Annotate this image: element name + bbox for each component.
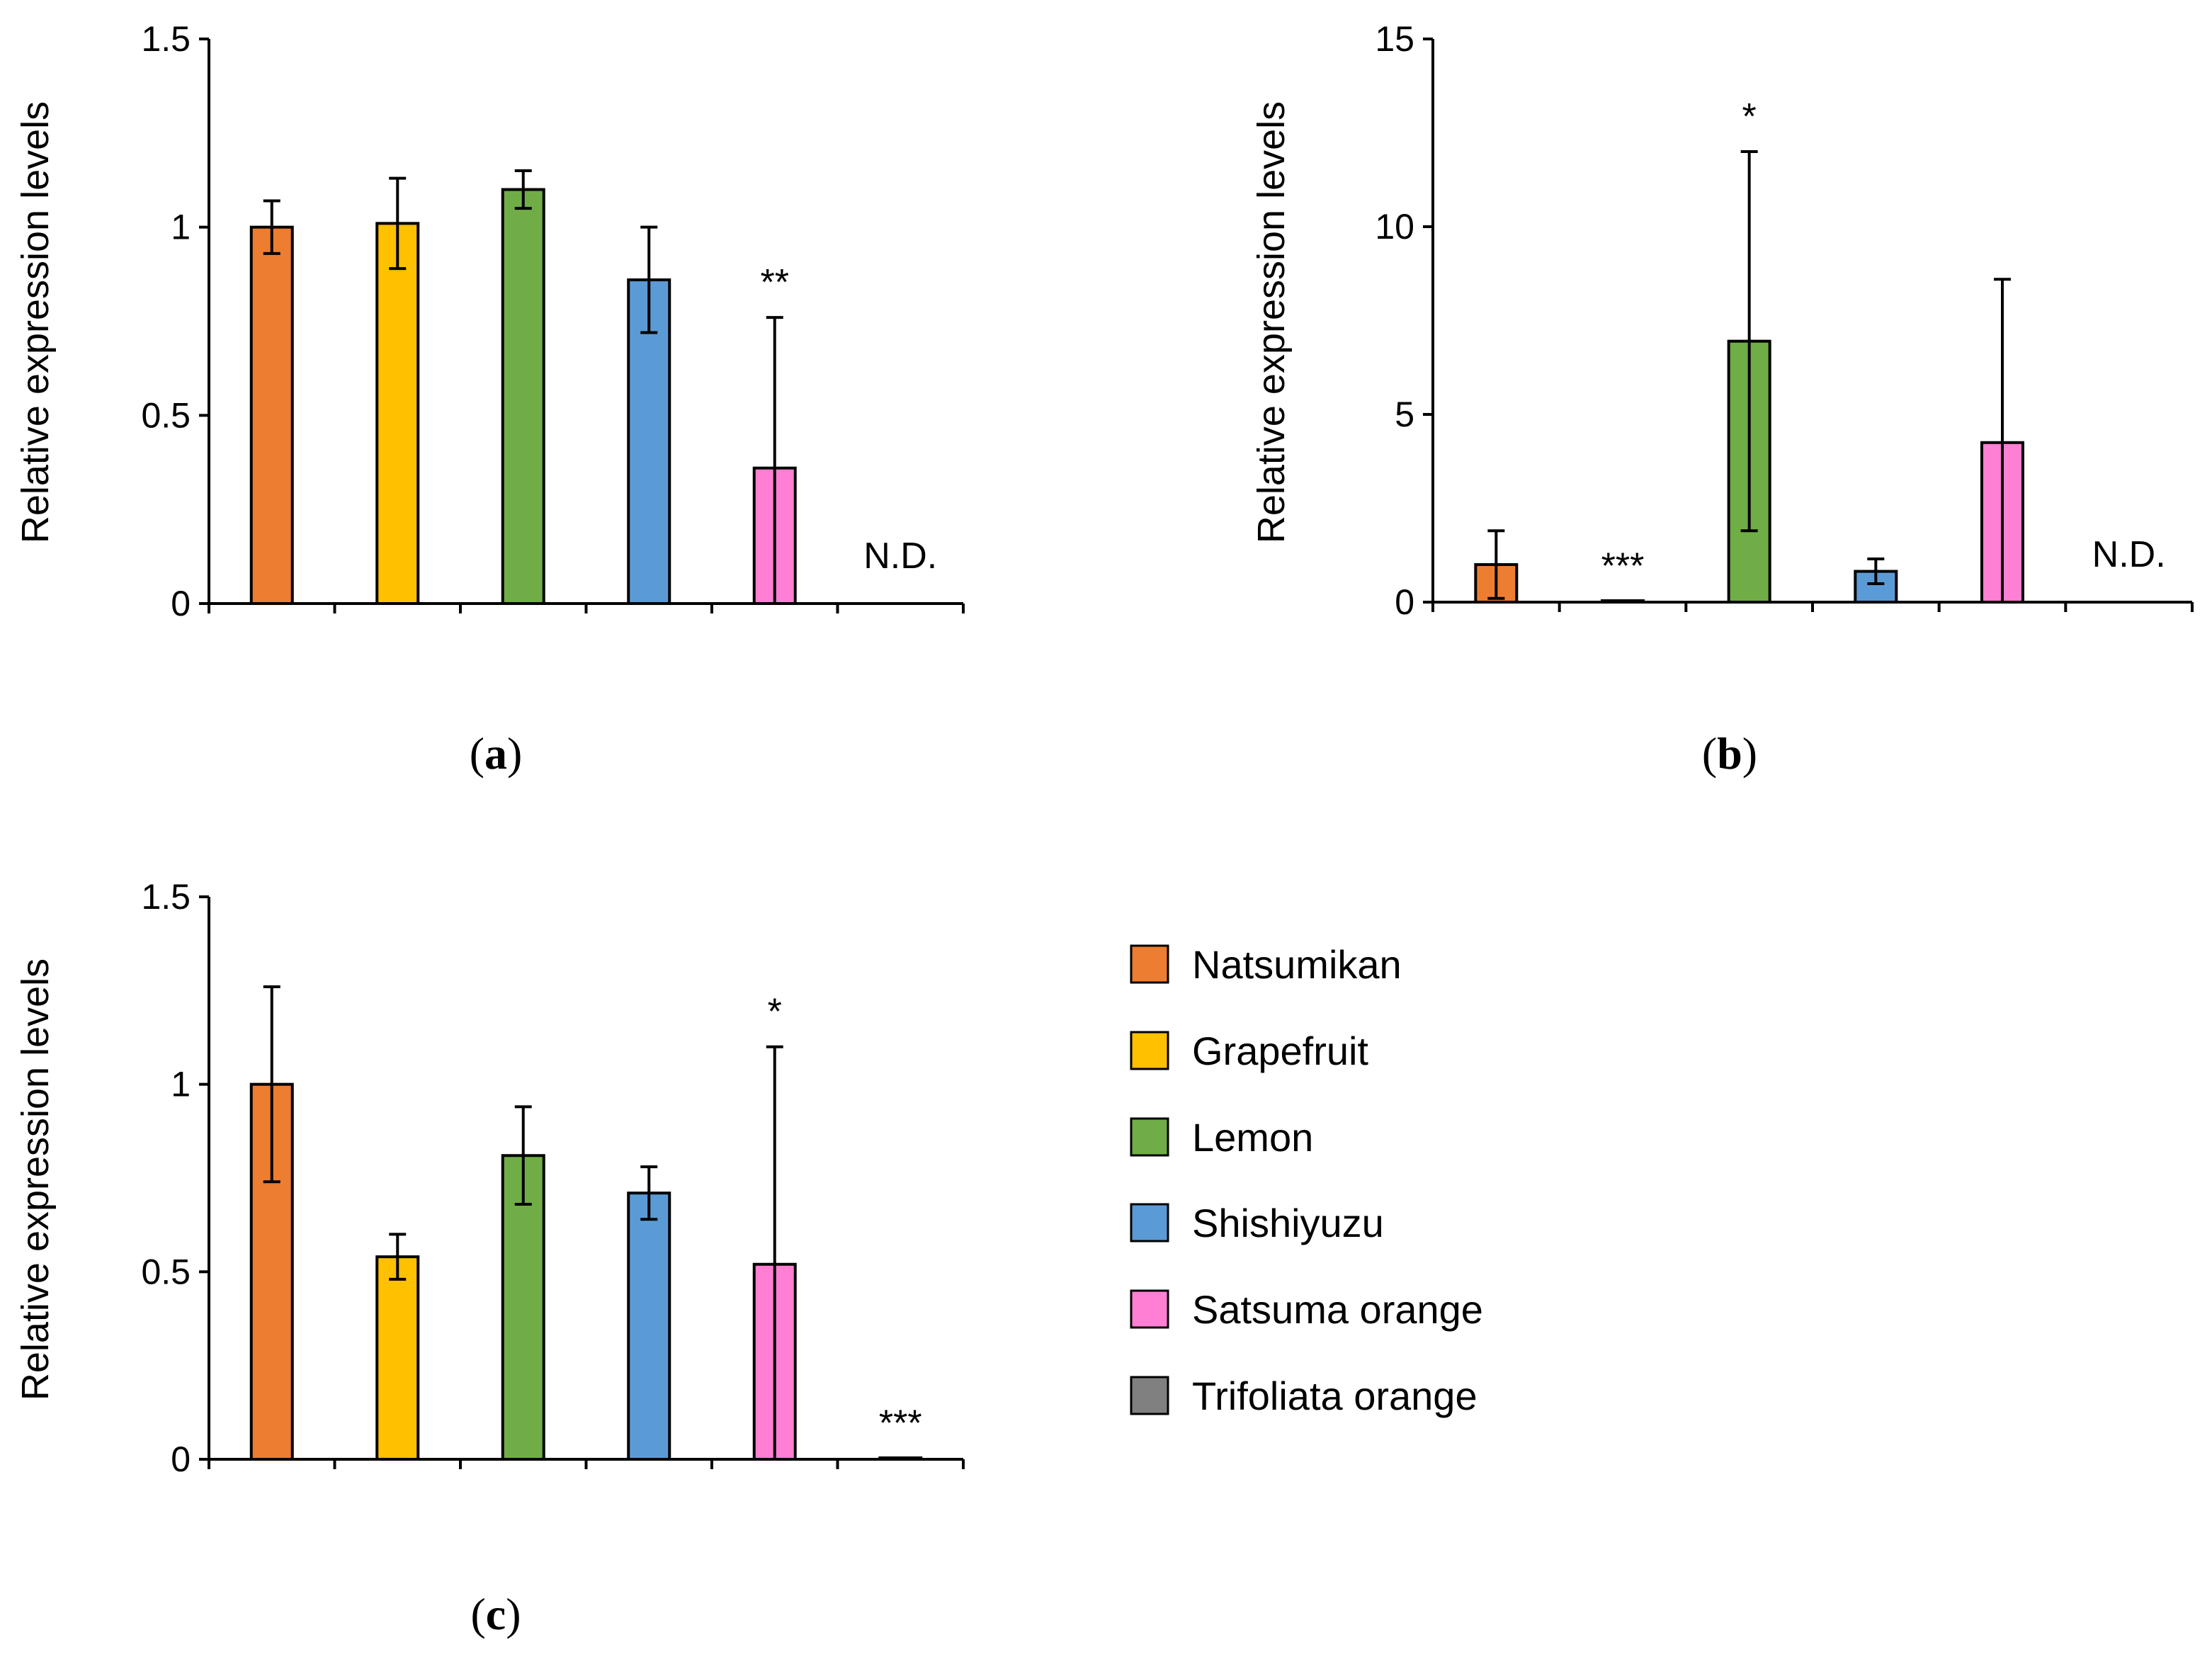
significance-b-grapefruit: ***	[1601, 545, 1645, 587]
bar-c-lemon	[501, 1154, 545, 1461]
legend-label-lemon: Lemon	[1192, 1115, 1313, 1160]
y-tick-label-b-3: 15	[1375, 19, 1414, 59]
y-tick-label-b-1: 5	[1395, 395, 1414, 434]
legend-swatch-trifoliata-orange	[1130, 1376, 1169, 1415]
y-tick-label-a-0: 0	[171, 584, 191, 623]
y-tick-label-c-2: 1	[171, 1065, 191, 1104]
y-tick-label-b-0: 0	[1395, 582, 1414, 622]
legend: Natsumikan Grapefruit Lemon Shishiyuzu S…	[1130, 942, 1483, 1418]
legend-swatch-shishiyuzu	[1130, 1203, 1169, 1243]
bar-a-grapefruit	[375, 222, 420, 605]
chart-panel-a: 0 0.5 1 1.5 Relative expression levels ** N.D.	[14, 19, 965, 623]
significance-c-trifoliata-orange: ***	[879, 1403, 922, 1444]
y-tick-label-c-1: 0.5	[141, 1252, 191, 1291]
legend-swatch-grapefruit	[1130, 1031, 1169, 1070]
panel-label-a: (a)	[470, 728, 523, 779]
bar-c-grapefruit	[375, 1255, 420, 1461]
not-detected-b-trifoliata-orange: N.D.	[2092, 534, 2166, 575]
legend-swatch-natsumikan	[1130, 944, 1169, 984]
bar-c-trifoliata-orange	[878, 1456, 923, 1461]
panel-label-c: (c)	[470, 1589, 521, 1639]
y-tick-label-c-3: 1.5	[141, 877, 191, 917]
significance-a-satsuma-orange: **	[761, 262, 789, 303]
y-axis-title-c: Relative expression levels	[14, 958, 57, 1400]
y-tick-label-a-2: 1	[171, 208, 191, 247]
bar-a-natsumikan	[249, 225, 294, 605]
legend-label-satsuma-orange: Satsuma orange	[1192, 1287, 1483, 1332]
y-tick-label-a-1: 0.5	[141, 395, 191, 435]
legend-label-shishiyuzu: Shishiyuzu	[1192, 1201, 1384, 1245]
significance-c-satsuma-orange: *	[768, 992, 782, 1033]
y-axis-title-a: Relative expression levels	[14, 101, 57, 543]
legend-label-natsumikan: Natsumikan	[1192, 942, 1402, 987]
y-axis-title-b: Relative expression levels	[1250, 101, 1293, 543]
y-tick-label-c-0: 0	[171, 1439, 191, 1479]
y-tick-label-a-3: 1.5	[141, 19, 191, 59]
significance-b-lemon: *	[1742, 96, 1757, 137]
legend-swatch-lemon	[1130, 1117, 1169, 1157]
legend-label-grapefruit: Grapefruit	[1192, 1029, 1368, 1073]
bar-b-grapefruit	[1601, 599, 1645, 604]
y-tick-label-b-2: 10	[1375, 207, 1414, 247]
not-detected-a-trifoliata-orange: N.D.	[863, 536, 937, 577]
legend-swatch-satsuma-orange	[1130, 1289, 1169, 1329]
panel-label-b: (b)	[1702, 728, 1757, 779]
legend-label-trifoliata-orange: Trifoliata orange	[1192, 1374, 1477, 1418]
bar-a-lemon	[501, 188, 545, 605]
bar-c-shishiyuzu	[627, 1192, 671, 1461]
